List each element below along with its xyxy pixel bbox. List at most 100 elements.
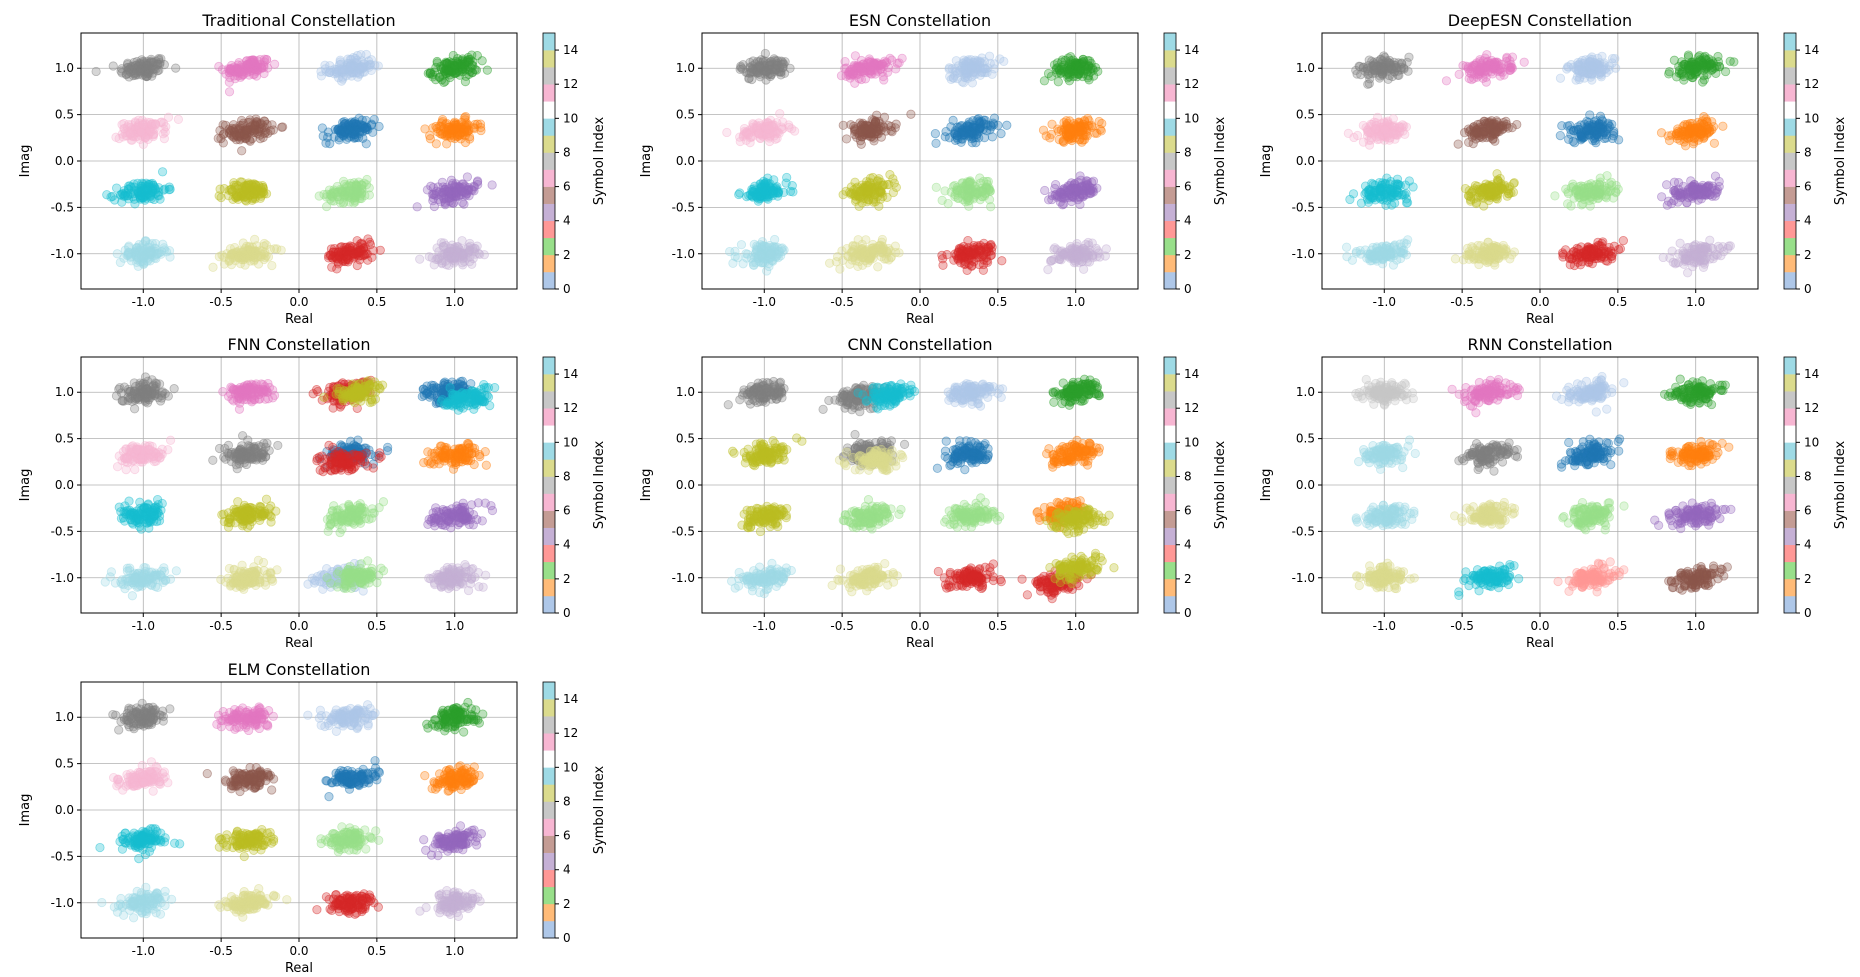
cluster-6 [1555,110,1624,148]
data-point [370,60,380,70]
cluster-1 [214,54,280,97]
x-tick-label: 0.0 [289,295,308,309]
data-point [326,244,337,254]
data-point [754,129,764,139]
data-point [258,187,268,197]
data-point [943,198,953,209]
data-point [1363,66,1373,76]
data-point [218,130,228,140]
data-point [1611,63,1621,73]
x-tick-label: -1.0 [132,295,155,309]
data-point [173,114,183,124]
data-point [263,63,273,73]
colorbar-segment [543,67,555,85]
data-point [1662,180,1672,190]
data-point [838,120,848,130]
data-point [318,131,328,141]
data-point [956,253,967,263]
data-point [482,65,492,75]
cluster-15 [1043,237,1111,275]
data-point [1370,124,1381,135]
data-point [742,253,752,263]
data-point [765,136,775,147]
cluster-13 [208,234,286,272]
cluster-9 [1460,169,1519,211]
colorbar-segment [1164,135,1176,153]
data-point [745,62,755,72]
data-point [855,250,865,261]
data-point [736,63,746,73]
data-point [457,187,467,197]
data-point [1595,111,1606,121]
data-point [760,178,770,188]
data-point [412,202,422,212]
data-point [1078,192,1088,202]
data-point [255,134,265,144]
data-point [119,253,129,263]
data-point [782,172,792,183]
data-point [1054,254,1064,264]
data-point [130,63,140,74]
data-point [437,255,447,266]
data-point [364,237,375,247]
data-point [160,127,170,137]
colorbar-segment [1164,220,1176,239]
cluster-7 [420,112,486,149]
data-point [775,109,785,119]
data-point [1482,190,1492,201]
cluster-7 [1038,113,1107,147]
data-point [465,134,475,144]
y-tick-label: -1.0 [51,247,74,261]
data-point [373,61,383,71]
data-point [159,243,169,253]
data-point [950,129,960,140]
data-point [487,180,497,190]
subplot-3: -1.0-1.0-0.5-0.50.00.00.50.51.01.0DeepES… [1259,11,1848,327]
data-point [1698,77,1708,87]
data-point [1593,121,1603,131]
data-point [455,130,465,140]
data-point [1578,69,1588,79]
data-point [958,130,968,141]
data-point [358,133,368,143]
data-point [448,198,459,208]
data-point [429,201,439,212]
data-point [841,134,852,144]
data-point [735,132,745,142]
data-point [117,119,127,130]
cluster-2 [316,49,383,86]
data-point [350,119,361,129]
data-point [361,139,371,149]
data-point [433,182,443,192]
data-point [228,253,238,263]
data-point [352,55,362,65]
data-point [770,64,780,74]
data-point [735,188,745,198]
data-point [1593,191,1603,201]
data-point [1378,182,1388,193]
data-point [1718,121,1728,131]
subplot-1: -1.0-1.0-0.5-0.50.00.00.50.51.01.0Tradit… [18,11,607,327]
data-point [1565,120,1575,131]
data-point [930,128,940,139]
data-point [263,128,273,138]
y-tick-label: -0.5 [672,200,695,214]
data-point [375,245,385,255]
data-point [1507,63,1518,73]
data-point [1463,64,1474,74]
data-point [342,254,352,264]
data-point [145,247,155,257]
data-point [108,61,118,71]
data-point [1072,241,1082,251]
colorbar-segment [1164,237,1176,256]
data-point [171,63,181,73]
y-tick-label: 0.0 [676,154,695,168]
data-point [961,68,971,78]
data-point [722,127,732,138]
cluster-10 [314,174,374,212]
data-point [119,191,129,201]
data-point [1360,189,1370,199]
cluster-6 [930,113,1012,148]
data-point [439,77,449,87]
data-point [459,199,469,209]
